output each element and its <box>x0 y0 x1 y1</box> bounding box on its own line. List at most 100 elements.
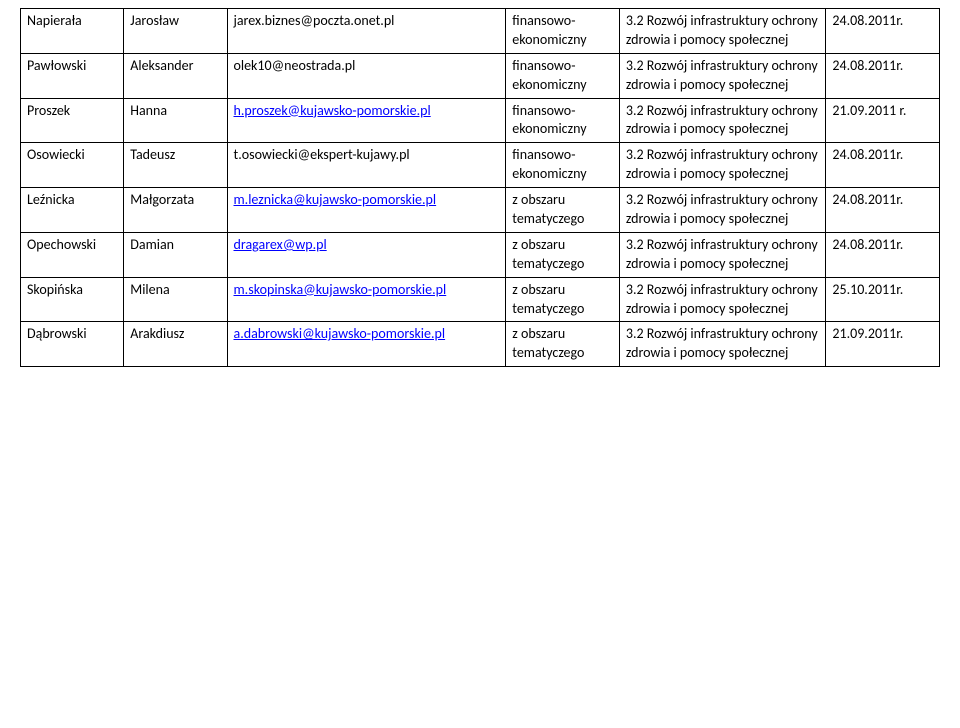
cell-topic: 3.2 Rozwój infrastruktury ochrony zdrowi… <box>619 143 826 188</box>
cell-email: olek10@neostrada.pl <box>227 53 506 98</box>
cell-date: 25.10.2011r. <box>826 277 940 322</box>
cell-topic: 3.2 Rozwój infrastruktury ochrony zdrowi… <box>619 322 826 367</box>
firstname-text: Arakdiusz <box>130 325 184 342</box>
cell-email: jarex.biznes@poczta.onet.pl <box>227 9 506 54</box>
table-row: Dąbrowski Arakdiusz a.dabrowski@kujawsko-p… <box>21 322 940 367</box>
cell-email: h.proszek@kujawsko-pomorskie.pl <box>227 98 506 143</box>
surname-text: Dąbrowski <box>27 325 87 342</box>
firstname-text: Milena <box>130 281 169 298</box>
table-row: Napierała Jarosław jarex.biznes@poczta.one… <box>21 9 940 54</box>
topic-text: 3.2 Rozwój infrastruktury ochrony zdrowi… <box>626 146 818 182</box>
table-row: Opechowski Damian dragarex@wp.pl z obszaru … <box>21 232 940 277</box>
cell-area: finansowo-ekonomiczny <box>506 143 620 188</box>
topic-text: 3.2 Rozwój infrastruktury ochrony zdrowi… <box>626 102 818 138</box>
area-text: z obszaru tematyczego <box>512 281 584 317</box>
area-text: finansowo-ekonomiczny <box>512 57 586 93</box>
cell-email: a.dabrowski@kujawsko-pomorskie.pl <box>227 322 506 367</box>
area-text: z obszaru tematyczego <box>512 236 584 272</box>
topic-text: 3.2 Rozwój infrastruktury ochrony zdrowi… <box>626 325 818 361</box>
area-text: finansowo-ekonomiczny <box>512 12 586 48</box>
table-row: Skopińska Milena m.skopinska@kujawsko-pomo… <box>21 277 940 322</box>
cell-date: 24.08.2011r. <box>826 188 940 233</box>
cell-topic: 3.2 Rozwój infrastruktury ochrony zdrowi… <box>619 9 826 54</box>
table-body: Napierała Jarosław jarex.biznes@poczta.one… <box>21 9 940 367</box>
email-text[interactable]: m.leznicka@kujawsko-pomorskie.pl <box>234 191 437 208</box>
topic-text: 3.2 Rozwój infrastruktury ochrony zdrowi… <box>626 191 818 227</box>
area-text: finansowo-ekonomiczny <box>512 146 586 182</box>
firstname-text: Tadeusz <box>130 146 175 163</box>
area-text: z obszaru tematyczego <box>512 191 584 227</box>
email-text[interactable]: dragarex@wp.pl <box>234 236 327 253</box>
cell-email: dragarex@wp.pl <box>227 232 506 277</box>
email-text[interactable]: h.proszek@kujawsko-pomorskie.pl <box>234 102 431 119</box>
firstname-text: Damian <box>130 236 174 253</box>
topic-text: 3.2 Rozwój infrastruktury ochrony zdrowi… <box>626 281 818 317</box>
cell-surname: Dąbrowski <box>21 322 124 367</box>
cell-surname: Opechowski <box>21 232 124 277</box>
topic-text: 3.2 Rozwój infrastruktury ochrony zdrowi… <box>626 12 818 48</box>
topic-text: 3.2 Rozwój infrastruktury ochrony zdrowi… <box>626 236 818 272</box>
cell-firstname: Milena <box>124 277 227 322</box>
cell-email: m.leznicka@kujawsko-pomorskie.pl <box>227 188 506 233</box>
cell-area: finansowo-ekonomiczny <box>506 98 620 143</box>
cell-firstname: Małgorzata <box>124 188 227 233</box>
cell-area: finansowo-ekonomiczny <box>506 53 620 98</box>
cell-area: z obszaru tematyczego <box>506 188 620 233</box>
table-row: Leźnicka Małgorzata m.leznicka@kujawsko-po… <box>21 188 940 233</box>
cell-date: 21.09.2011r. <box>826 322 940 367</box>
cell-area: finansowo-ekonomiczny <box>506 9 620 54</box>
email-text[interactable]: a.dabrowski@kujawsko-pomorskie.pl <box>234 325 446 342</box>
cell-date: 24.08.2011r. <box>826 9 940 54</box>
date-text: 21.09.2011r. <box>832 325 903 342</box>
cell-surname: Skopińska <box>21 277 124 322</box>
surname-text: Osowiecki <box>27 146 85 163</box>
table-row: Proszek Hanna h.proszek@kujawsko-pomorskie… <box>21 98 940 143</box>
table-row: Osowiecki Tadeusz t.osowiecki@ekspert-kuja… <box>21 143 940 188</box>
page-container: Napierała Jarosław jarex.biznes@poczta.one… <box>0 0 960 375</box>
surname-text: Napierała <box>27 12 82 29</box>
date-text: 24.08.2011r. <box>832 146 903 163</box>
date-text: 24.08.2011r. <box>832 57 903 74</box>
firstname-text: Hanna <box>130 102 167 119</box>
cell-firstname: Hanna <box>124 98 227 143</box>
firstname-text: Małgorzata <box>130 191 194 208</box>
firstname-text: Jarosław <box>130 12 179 29</box>
area-text: finansowo-ekonomiczny <box>512 102 586 138</box>
cell-surname: Pawłowski <box>21 53 124 98</box>
surname-text: Skopińska <box>27 281 83 298</box>
data-table: Napierała Jarosław jarex.biznes@poczta.one… <box>20 8 940 367</box>
cell-topic: 3.2 Rozwój infrastruktury ochrony zdrowi… <box>619 277 826 322</box>
date-text: 25.10.2011r. <box>832 281 903 298</box>
cell-firstname: Aleksander <box>124 53 227 98</box>
surname-text: Pawłowski <box>27 57 86 74</box>
date-text: 24.08.2011r. <box>832 191 903 208</box>
cell-date: 21.09.2011 r. <box>826 98 940 143</box>
cell-surname: Osowiecki <box>21 143 124 188</box>
cell-firstname: Tadeusz <box>124 143 227 188</box>
cell-surname: Proszek <box>21 98 124 143</box>
date-text: 24.08.2011r. <box>832 236 903 253</box>
table-row: Pawłowski Aleksander olek10@neostrada.pl fi… <box>21 53 940 98</box>
email-text: t.osowiecki@ekspert-kujawy.pl <box>234 146 410 163</box>
cell-topic: 3.2 Rozwój infrastruktury ochrony zdrowi… <box>619 232 826 277</box>
cell-date: 24.08.2011r. <box>826 232 940 277</box>
cell-firstname: Arakdiusz <box>124 322 227 367</box>
cell-topic: 3.2 Rozwój infrastruktury ochrony zdrowi… <box>619 53 826 98</box>
cell-firstname: Jarosław <box>124 9 227 54</box>
surname-text: Proszek <box>27 102 70 119</box>
date-text: 24.08.2011r. <box>832 12 903 29</box>
cell-firstname: Damian <box>124 232 227 277</box>
cell-email: t.osowiecki@ekspert-kujawy.pl <box>227 143 506 188</box>
area-text: z obszaru tematyczego <box>512 325 584 361</box>
email-text[interactable]: m.skopinska@kujawsko-pomorskie.pl <box>234 281 447 298</box>
cell-area: z obszaru tematyczego <box>506 277 620 322</box>
cell-surname: Napierała <box>21 9 124 54</box>
cell-surname: Leźnicka <box>21 188 124 233</box>
cell-topic: 3.2 Rozwój infrastruktury ochrony zdrowi… <box>619 98 826 143</box>
surname-text: Leźnicka <box>27 191 75 208</box>
email-text: olek10@neostrada.pl <box>234 57 356 74</box>
cell-area: z obszaru tematyczego <box>506 322 620 367</box>
topic-text: 3.2 Rozwój infrastruktury ochrony zdrowi… <box>626 57 818 93</box>
cell-email: m.skopinska@kujawsko-pomorskie.pl <box>227 277 506 322</box>
date-text: 21.09.2011 r. <box>832 102 906 119</box>
